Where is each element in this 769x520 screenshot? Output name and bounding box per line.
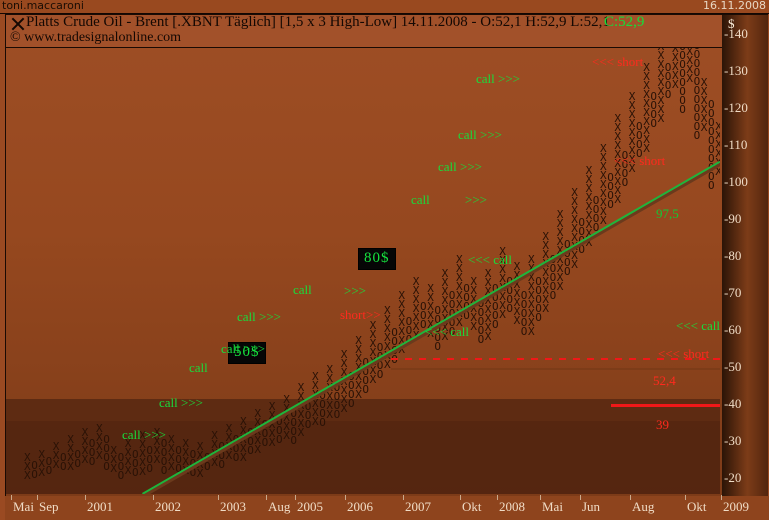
- date-tick-mark: [630, 495, 631, 500]
- annotation-short-1: short>>: [340, 307, 381, 322]
- date-tick-mark: [266, 495, 267, 500]
- date-tick-mark: [403, 495, 404, 500]
- level-label-52-4: 52,4: [653, 373, 676, 388]
- current-date: 16.11.2008: [703, 0, 766, 12]
- price-tick-60: -60: [724, 321, 742, 337]
- price-tick-140: -140: [724, 25, 748, 41]
- date-tick-2003: 2003: [220, 499, 246, 514]
- background-band-lower: [6, 421, 720, 494]
- level-label-39: 39: [656, 417, 669, 432]
- date-tick-mark: [153, 495, 154, 500]
- price-tick-40: -40: [724, 395, 742, 411]
- price-box-80[interactable]: 80$: [358, 248, 396, 270]
- annotation-call-12: call >>>: [438, 159, 483, 174]
- level-label-97-5: 97,5: [656, 206, 679, 221]
- annotation-call-1: call >>>: [122, 427, 167, 442]
- annotation-short-2: <<< short: [592, 54, 644, 69]
- price-tick-120: -120: [724, 99, 748, 115]
- annotation-call-8: <<< call: [425, 324, 470, 339]
- price-tick-90: -90: [724, 210, 742, 226]
- date-tick-mark: [540, 495, 541, 500]
- annotation-call-9: <<< call: [468, 252, 513, 267]
- price-axis[interactable]: $ -140 -130 -120 -110 -100 -90 -80 -70 -60 -50 -40…: [722, 14, 768, 496]
- close-quote: C:52,9: [604, 14, 645, 30]
- date-tick-2005: 2005: [297, 499, 323, 514]
- date-tick-Aug: Aug: [268, 499, 291, 514]
- date-tick-mark: [295, 495, 296, 500]
- date-tick-Mai: Mai: [542, 499, 563, 514]
- price-tick-100: -100: [724, 173, 748, 189]
- annotation-call-14: call >>>: [476, 71, 521, 86]
- date-tick-mark: [37, 495, 38, 500]
- support-line-52-4-shadow: [391, 368, 720, 370]
- date-tick-mark: [85, 495, 86, 500]
- price-axis-unit: $: [728, 16, 735, 31]
- annotation-short-4: <<< short: [658, 346, 710, 361]
- date-axis[interactable]: Mai Sep 2001 2002 2003 Aug 2005 2006 2007 Okt 2008…: [5, 495, 769, 520]
- price-tick-110: -110: [724, 136, 748, 152]
- date-tick-mark: [345, 495, 346, 500]
- date-tick-mark: [580, 495, 581, 500]
- date-tick-mark: [685, 495, 686, 500]
- date-tick-mark: [11, 495, 12, 500]
- annotation-call-3: call: [189, 360, 208, 375]
- date-tick-mark: [721, 495, 722, 500]
- date-tick-mark: [218, 495, 219, 500]
- date-tick-2009: 2009: [723, 499, 749, 514]
- annotation-call-6: call: [293, 282, 312, 297]
- annotation-call-15: <<< call: [676, 318, 720, 333]
- date-tick-mark: [497, 495, 498, 500]
- price-tick-50: -50: [724, 358, 742, 374]
- date-tick-Okt: Okt: [462, 499, 482, 514]
- date-tick-2006: 2006: [347, 499, 373, 514]
- price-box-50[interactable]: 50$: [228, 342, 266, 364]
- annotation-call-7: >>>: [344, 283, 366, 298]
- annotation-call-5: call >>>: [237, 309, 282, 324]
- annotation-short-3: <<< short: [614, 153, 666, 168]
- chart-title-panel: Platts Crude Oil - Brent [.XBNT Täglich]…: [5, 14, 723, 48]
- support-line-39[interactable]: [611, 404, 720, 407]
- price-tick-80: -80: [724, 247, 742, 263]
- annotation-call-4: call >>>: [221, 341, 266, 356]
- copyright-line: © www.tradesignalonline.com: [10, 30, 182, 45]
- user-bar: toni.maccaroni 16.11.2008: [0, 0, 769, 14]
- annotation-call-10: call: [411, 192, 430, 207]
- date-tick-Okt: Okt: [687, 499, 707, 514]
- annotation-call-11: >>>: [465, 192, 487, 207]
- date-tick-2007: 2007: [405, 499, 431, 514]
- date-tick-Aug: Aug: [632, 499, 655, 514]
- annotation-call-2: call >>>: [159, 395, 204, 410]
- date-tick-Sep: Sep: [39, 499, 59, 514]
- support-line-52-4[interactable]: [391, 358, 720, 360]
- price-tick-20: -20: [724, 469, 742, 485]
- date-tick-2008: 2008: [499, 499, 525, 514]
- close-x-icon[interactable]: [10, 16, 25, 31]
- date-tick-2002: 2002: [155, 499, 181, 514]
- price-tick-130: -130: [724, 62, 748, 78]
- price-tick-70: -70: [724, 284, 742, 300]
- date-tick-2001: 2001: [87, 499, 113, 514]
- date-tick-mark: [460, 495, 461, 500]
- annotation-call-13: call >>>: [458, 127, 503, 142]
- user-name: toni.maccaroni: [2, 0, 84, 12]
- date-tick-Mai: Mai: [13, 499, 34, 514]
- chart-title: Platts Crude Oil - Brent [.XBNT Täglich]…: [26, 14, 610, 30]
- price-tick-30: -30: [724, 432, 742, 448]
- date-tick-Jun: Jun: [582, 499, 601, 514]
- background-band-upper: [6, 399, 720, 421]
